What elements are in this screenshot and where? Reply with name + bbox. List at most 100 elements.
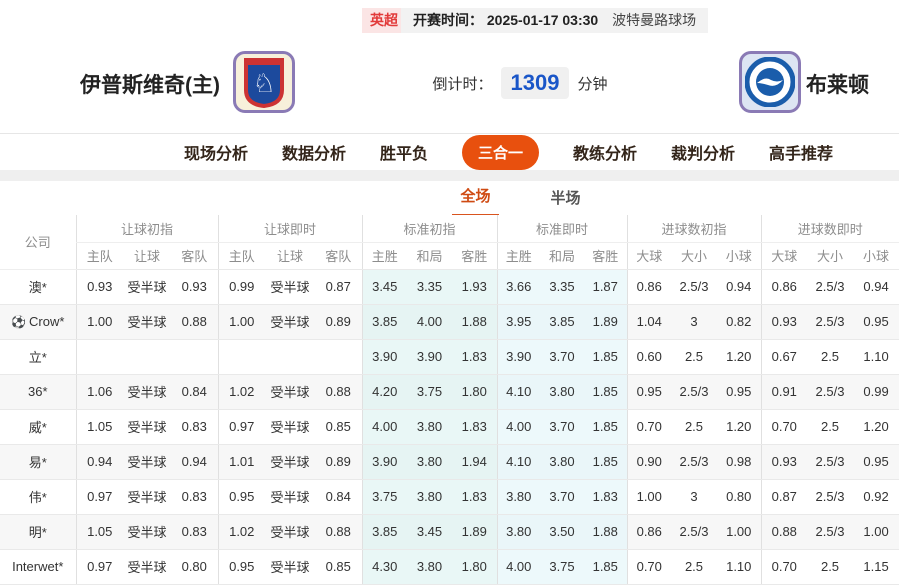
company-cell[interactable]: 澳* bbox=[0, 269, 76, 305]
odds-cell[interactable]: 1.15 bbox=[853, 549, 899, 585]
odds-cell[interactable]: 0.88 bbox=[315, 514, 362, 550]
company-cell[interactable]: ⚽ Crow* bbox=[0, 304, 76, 340]
odds-cell[interactable]: 0.92 bbox=[853, 479, 899, 515]
odds-cell[interactable]: 1.87 bbox=[584, 269, 627, 305]
odds-cell[interactable]: 0.89 bbox=[315, 444, 362, 480]
odds-cell[interactable]: 3.85 bbox=[540, 304, 584, 340]
odds-cell[interactable]: 0.87 bbox=[760, 479, 808, 515]
odds-cell[interactable]: 0.93 bbox=[760, 444, 808, 480]
odds-cell[interactable]: 1.89 bbox=[584, 304, 627, 340]
odds-cell[interactable]: 4.00 bbox=[496, 409, 540, 445]
nav-tab-7[interactable]: 高手推荐 bbox=[769, 146, 834, 163]
odds-cell[interactable]: 受半球 bbox=[265, 374, 315, 410]
odds-cell[interactable]: 0.95 bbox=[853, 304, 899, 340]
odds-cell[interactable]: 0.95 bbox=[217, 549, 265, 585]
odds-cell[interactable]: 2.5 bbox=[807, 339, 854, 375]
odds-cell[interactable]: 0.88 bbox=[315, 374, 362, 410]
sub-tab-2[interactable]: 半场 bbox=[550, 189, 581, 207]
odds-cell[interactable]: 0.95 bbox=[217, 479, 265, 515]
odds-cell[interactable]: 0.70 bbox=[760, 549, 808, 585]
odds-cell[interactable]: 3.75 bbox=[540, 549, 584, 585]
odds-cell[interactable]: 受半球 bbox=[265, 304, 315, 340]
odds-cell[interactable]: 1.85 bbox=[584, 549, 627, 585]
odds-cell[interactable]: 0.94 bbox=[853, 269, 899, 305]
odds-cell[interactable]: 0.89 bbox=[315, 304, 362, 340]
odds-cell[interactable]: 3.90 bbox=[496, 339, 540, 375]
nav-tab-5[interactable]: 教练分析 bbox=[573, 146, 638, 163]
nav-tab-3[interactable]: 胜平负 bbox=[379, 146, 428, 163]
odds-cell[interactable]: 3.50 bbox=[540, 514, 584, 550]
company-cell[interactable]: 伟* bbox=[0, 479, 76, 515]
sub-tab-1[interactable]: 全场 bbox=[452, 179, 499, 217]
company-cell[interactable]: 易* bbox=[0, 444, 76, 480]
company-cell[interactable]: Interwet* bbox=[0, 549, 76, 585]
odds-cell[interactable]: 4.10 bbox=[496, 374, 540, 410]
odds-cell[interactable] bbox=[315, 339, 362, 375]
odds-cell[interactable]: 3.80 bbox=[540, 444, 584, 480]
nav-tab-6[interactable]: 裁判分析 bbox=[671, 146, 736, 163]
odds-cell[interactable]: 1.20 bbox=[853, 409, 899, 445]
odds-cell[interactable]: 0.84 bbox=[315, 479, 362, 515]
odds-cell[interactable]: 0.99 bbox=[853, 374, 899, 410]
league-badge[interactable]: 英超 bbox=[362, 8, 406, 33]
odds-cell[interactable]: 受半球 bbox=[265, 269, 315, 305]
odds-cell[interactable]: 2.5/3 bbox=[807, 304, 854, 340]
odds-cell[interactable]: 3.80 bbox=[496, 479, 540, 515]
odds-cell[interactable]: 0.95 bbox=[853, 444, 899, 480]
odds-cell[interactable]: 2.5/3 bbox=[807, 444, 854, 480]
odds-cell[interactable]: 0.97 bbox=[217, 409, 265, 445]
odds-cell[interactable]: 3.66 bbox=[496, 269, 540, 305]
odds-cell[interactable]: 3.80 bbox=[540, 374, 584, 410]
odds-cell[interactable]: 受半球 bbox=[265, 444, 315, 480]
company-cell[interactable]: 立* bbox=[0, 339, 76, 375]
company-cell[interactable]: 36* bbox=[0, 374, 76, 410]
nav-tab-4[interactable]: 三合一 bbox=[461, 134, 539, 170]
odds-cell[interactable]: 1.00 bbox=[217, 304, 265, 340]
odds-cell[interactable]: 1.85 bbox=[584, 339, 627, 375]
odds-cell[interactable]: 2.5/3 bbox=[807, 479, 854, 515]
odds-cell[interactable]: 3.70 bbox=[540, 479, 584, 515]
company-cell[interactable]: 威* bbox=[0, 409, 76, 445]
odds-cell[interactable]: 1.02 bbox=[217, 514, 265, 550]
odds-cell[interactable]: 2.5/3 bbox=[807, 374, 854, 410]
odds-cell[interactable]: 1.10 bbox=[853, 339, 899, 375]
odds-cell[interactable]: 0.87 bbox=[315, 269, 362, 305]
odds-cell[interactable]: 受半球 bbox=[265, 479, 315, 515]
odds-cell[interactable]: 1.85 bbox=[584, 409, 627, 445]
odds-cell[interactable]: 0.85 bbox=[315, 549, 362, 585]
odds-cell[interactable]: 2.5 bbox=[807, 409, 854, 445]
odds-cell[interactable]: 4.10 bbox=[496, 444, 540, 480]
odds-cell[interactable]: 0.91 bbox=[760, 374, 808, 410]
odds-cell[interactable]: 1.01 bbox=[217, 444, 265, 480]
odds-cell[interactable]: 0.70 bbox=[760, 409, 808, 445]
odds-cell[interactable]: 1.83 bbox=[584, 479, 627, 515]
odds-cell[interactable]: 2.5 bbox=[807, 549, 854, 585]
nav-tab-1[interactable]: 现场分析 bbox=[183, 146, 248, 163]
odds-cell[interactable]: 2.5/3 bbox=[807, 514, 854, 550]
odds-cell[interactable]: 0.67 bbox=[760, 339, 808, 375]
odds-cell[interactable]: 1.02 bbox=[217, 374, 265, 410]
odds-cell[interactable]: 2.5/3 bbox=[807, 269, 854, 305]
odds-cell[interactable] bbox=[265, 339, 315, 375]
odds-cell[interactable]: 0.85 bbox=[315, 409, 362, 445]
odds-cell[interactable]: 3.70 bbox=[540, 339, 584, 375]
odds-cell[interactable]: 0.93 bbox=[760, 304, 808, 340]
odds-cell[interactable]: 受半球 bbox=[265, 409, 315, 445]
odds-cell[interactable]: 3.70 bbox=[540, 409, 584, 445]
odds-cell[interactable]: 3.80 bbox=[496, 514, 540, 550]
company-cell[interactable]: 明* bbox=[0, 514, 76, 550]
odds-cell[interactable]: 受半球 bbox=[265, 549, 315, 585]
odds-cell[interactable]: 3.95 bbox=[496, 304, 540, 340]
odds-cell[interactable]: 受半球 bbox=[265, 514, 315, 550]
odds-cell[interactable] bbox=[217, 339, 265, 375]
odds-cell[interactable]: 0.99 bbox=[217, 269, 265, 305]
odds-cell[interactable]: 0.88 bbox=[760, 514, 808, 550]
odds-cell[interactable]: 1.88 bbox=[584, 514, 627, 550]
odds-cell[interactable]: 4.00 bbox=[496, 549, 540, 585]
odds-cell[interactable]: 1.85 bbox=[584, 374, 627, 410]
odds-cell[interactable]: 1.85 bbox=[584, 444, 627, 480]
nav-tab-2[interactable]: 数据分析 bbox=[281, 146, 346, 163]
odds-cell[interactable]: 1.00 bbox=[853, 514, 899, 550]
odds-cell[interactable]: 0.86 bbox=[760, 269, 808, 305]
odds-cell[interactable]: 3.35 bbox=[540, 269, 584, 305]
